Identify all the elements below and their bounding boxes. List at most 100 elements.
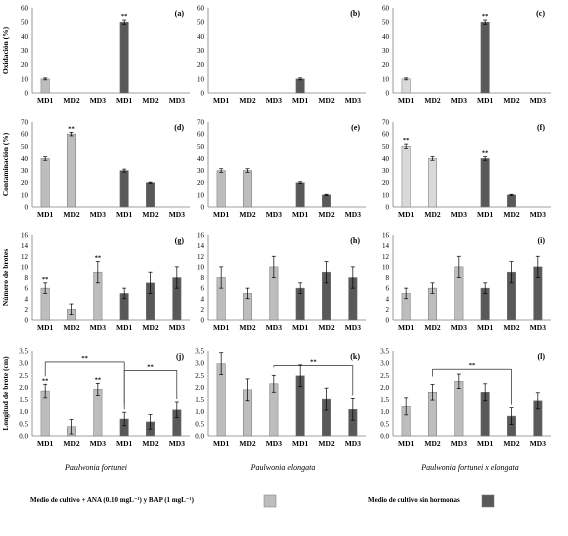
y-tick-label: 70 <box>382 119 390 127</box>
bar <box>40 78 50 94</box>
y-tick-label: 20 <box>197 179 205 187</box>
y-tick-label: 0 <box>386 90 390 98</box>
panel-e: 0 10 20 30 40 50 60 70 (e) MD1 MD2 MD3 MD1 MD2 MD3 <box>197 119 366 219</box>
significance-mark: ** <box>95 376 102 383</box>
y-tick-label: 40 <box>21 155 29 163</box>
x-tick-label: MD1 <box>292 439 308 448</box>
panel-a: 0 10 20 30 40 50 60 Oxidación (%) (a) MD1 MD2 MD3 **… <box>1 5 190 105</box>
y-tick-label: 0.0 <box>380 433 389 441</box>
x-tick-label: MD1 <box>477 210 493 219</box>
x-tick-label: MD2 <box>424 96 440 105</box>
bar <box>480 158 490 208</box>
y-tick-label: 30 <box>382 47 390 55</box>
x-tick-label: MD3 <box>530 96 546 105</box>
panel-letter: (j) <box>176 352 184 361</box>
x-tick-label: MD3 <box>530 439 546 448</box>
bracket-label: ** <box>469 362 476 369</box>
x-tick-label: MD2 <box>424 210 440 219</box>
bar <box>428 158 437 208</box>
species-label-2: Paulwonia elongata <box>250 463 316 472</box>
y-tick-label: 0.0 <box>19 433 28 441</box>
significance-mark: ** <box>95 255 102 262</box>
x-tick-label: MD2 <box>424 323 440 332</box>
x-tick-label: MD2 <box>239 323 255 332</box>
legend-no-hormone-swatch <box>481 494 495 508</box>
x-tick-label: MD2 <box>318 96 334 105</box>
species-labels: Paulwonia fortunei Paulwonia elongata Pa… <box>64 463 519 472</box>
y-tick-label: 12 <box>21 253 29 261</box>
y-tick-label: 2 <box>386 306 390 314</box>
y-tick-label: 1.0 <box>195 408 204 416</box>
significance-mark: ** <box>42 276 49 283</box>
y-axis-label: Oxidación (%) <box>1 26 10 74</box>
y-tick-label: 0 <box>386 204 390 212</box>
x-tick-label: MD1 <box>292 323 308 332</box>
y-tick-label: 16 <box>21 232 29 240</box>
y-tick-label: 6 <box>25 285 29 293</box>
y-tick-label: 60 <box>382 131 390 139</box>
x-tick-label: MD1 <box>37 96 53 105</box>
y-axis-label: Contaminación (%) <box>1 132 10 196</box>
y-tick-label: 60 <box>21 5 29 13</box>
x-tick-label: MD2 <box>63 210 79 219</box>
x-tick-label: MD2 <box>63 439 79 448</box>
x-tick-label: MD3 <box>530 210 546 219</box>
x-tick-label: MD3 <box>345 323 361 332</box>
x-tick-label: MD3 <box>345 210 361 219</box>
y-tick-label: 0 <box>201 204 205 212</box>
panel-f: 0 10 20 30 40 50 60 70 (f) ** MD1 MD2 MD3 ** MD1 MD2 MD3 <box>382 119 551 219</box>
x-tick-label: MD3 <box>90 323 106 332</box>
y-tick-label: 3.0 <box>195 360 204 368</box>
panel-k: 0.0 0.5 1.0 1.5 2.0 2.5 3.0 3.5 (k) MD1 MD2 MD3 MD1 M… <box>195 348 366 448</box>
x-tick-label: MD2 <box>142 323 158 332</box>
y-tick-label: 70 <box>197 119 205 127</box>
x-tick-label: MD1 <box>213 439 229 448</box>
x-tick-label: MD3 <box>90 210 106 219</box>
legend-hormone-swatch <box>263 494 277 508</box>
y-tick-label: 3.5 <box>195 348 204 356</box>
y-tick-label: 0 <box>25 90 29 98</box>
x-tick-label: MD1 <box>477 96 493 105</box>
y-tick-label: 2.0 <box>380 384 389 392</box>
y-tick-label: 0 <box>386 317 390 325</box>
x-tick-label: MD3 <box>530 323 546 332</box>
x-tick-label: MD2 <box>503 96 519 105</box>
y-tick-label: 10 <box>197 263 205 271</box>
panel-i: 0 2 4 6 8 10 12 14 16 (i) MD1 MD2 MD3 MD1 MD2 MD3 <box>382 232 551 332</box>
x-tick-label: MD3 <box>266 323 282 332</box>
panel-letter: (a) <box>175 9 185 18</box>
y-tick-label: 0.5 <box>19 420 28 428</box>
y-tick-label: 2.5 <box>195 372 204 380</box>
x-tick-label: MD2 <box>239 210 255 219</box>
x-tick-label: MD3 <box>451 210 467 219</box>
y-tick-label: 10 <box>21 263 29 271</box>
y-tick-label: 60 <box>21 131 29 139</box>
y-tick-label: 50 <box>382 19 390 27</box>
x-tick-label: MD2 <box>424 439 440 448</box>
y-axis-label: Número de brotes <box>1 249 10 306</box>
y-tick-label: 1.5 <box>19 396 28 404</box>
x-tick-label: MD2 <box>503 439 519 448</box>
y-tick-label: 40 <box>382 155 390 163</box>
bar <box>67 133 76 208</box>
y-tick-label: 0.0 <box>195 433 204 441</box>
legend-no-hormone-label: Medio de cultivo sin hormonas <box>368 496 460 504</box>
x-tick-label: MD3 <box>266 210 282 219</box>
panel-letter: (d) <box>174 123 184 132</box>
x-tick-label: MD1 <box>213 323 229 332</box>
x-tick-label: MD3 <box>169 439 185 448</box>
x-tick-label: MD2 <box>239 96 255 105</box>
y-tick-label: 10 <box>382 75 390 83</box>
y-tick-label: 30 <box>21 47 29 55</box>
x-tick-label: MD3 <box>266 439 282 448</box>
bar <box>480 21 490 94</box>
y-tick-label: 50 <box>21 143 29 151</box>
x-tick-label: MD3 <box>169 323 185 332</box>
y-tick-label: 0.5 <box>195 420 204 428</box>
y-tick-label: 14 <box>382 242 390 250</box>
panel-letter: (f) <box>537 123 545 132</box>
y-tick-label: 14 <box>21 242 29 250</box>
y-tick-label: 12 <box>382 253 390 261</box>
